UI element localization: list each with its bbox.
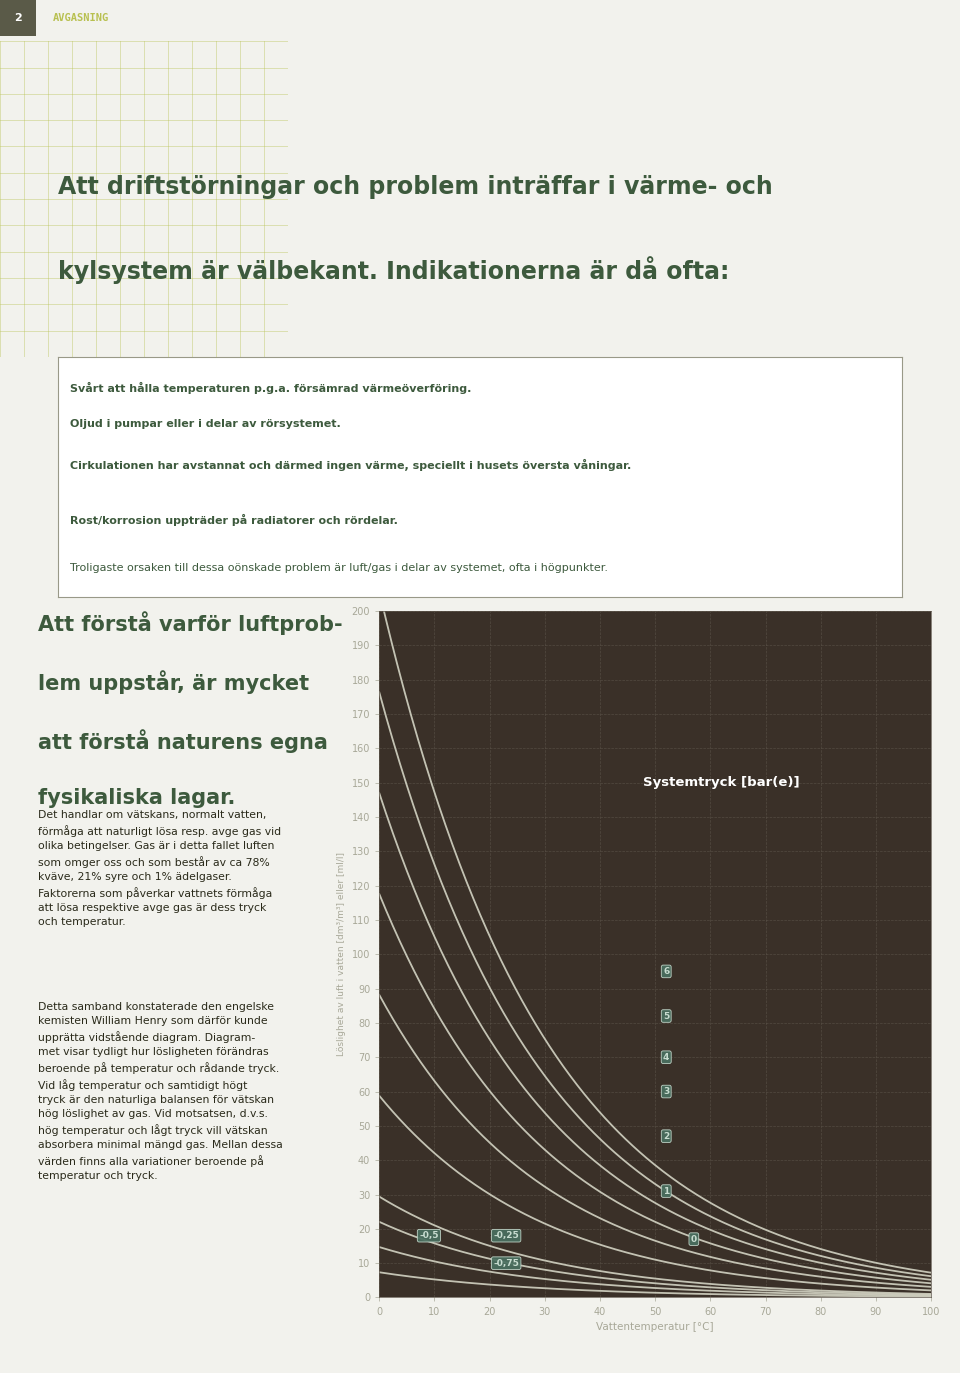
Text: Systemtryck [bar(e)]: Systemtryck [bar(e)]	[643, 776, 800, 789]
Text: AVGASNING: AVGASNING	[53, 12, 109, 23]
Text: fysikaliska lagar.: fysikaliska lagar.	[38, 788, 236, 807]
Text: 3: 3	[663, 1087, 669, 1096]
Text: -0,5: -0,5	[420, 1232, 439, 1240]
Text: 2: 2	[663, 1131, 669, 1141]
Y-axis label: Löslighet av luft i vatten [dm³/m³] eller [ml/l]: Löslighet av luft i vatten [dm³/m³] elle…	[337, 853, 347, 1056]
Text: Cirkulationen har avstannat och därmed ingen värme, speciellt i husets översta v: Cirkulationen har avstannat och därmed i…	[70, 459, 632, 471]
Text: Troligaste orsaken till dessa oönskade problem är luft/gas i delar av systemet, : Troligaste orsaken till dessa oönskade p…	[70, 563, 609, 574]
Text: Oljud i pumpar eller i delar av rörsystemet.: Oljud i pumpar eller i delar av rörsyste…	[70, 419, 341, 430]
Text: 0: 0	[691, 1234, 697, 1244]
X-axis label: Vattentemperatur [°C]: Vattentemperatur [°C]	[596, 1322, 714, 1332]
Text: Att förstå varför luftprob-: Att förstå varför luftprob-	[38, 611, 343, 634]
Text: att förstå naturens egna: att förstå naturens egna	[38, 729, 328, 752]
Text: -0,25: -0,25	[493, 1232, 519, 1240]
Text: Detta samband konstaterade den engelske
kemisten William Henry som därför kunde
: Detta samband konstaterade den engelske …	[38, 1002, 283, 1181]
FancyBboxPatch shape	[0, 0, 36, 36]
Text: lem uppstår, är mycket: lem uppstår, är mycket	[38, 670, 309, 693]
Text: Svårt att hålla temperaturen p.g.a. försämrad värmeöverföring.: Svårt att hålla temperaturen p.g.a. förs…	[70, 382, 471, 394]
Text: 1: 1	[663, 1186, 669, 1196]
Text: 4: 4	[663, 1053, 669, 1061]
Text: Att driftstörningar och problem inträffar i värme- och: Att driftstörningar och problem inträffa…	[58, 174, 773, 199]
Text: -0,75: -0,75	[493, 1259, 519, 1267]
Text: Rost/korrosion uppträder på radiatorer och rördelar.: Rost/korrosion uppträder på radiatorer o…	[70, 515, 398, 526]
Text: kylsystem är välbekant. Indikationerna är då ofta:: kylsystem är välbekant. Indikationerna ä…	[58, 257, 729, 284]
Text: Det handlar om vätskans, normalt vatten,
förmåga att naturligt lösa resp. avge g: Det handlar om vätskans, normalt vatten,…	[38, 810, 281, 927]
Text: 5: 5	[663, 1012, 669, 1020]
Text: 6: 6	[663, 967, 669, 976]
Text: 2: 2	[14, 12, 22, 23]
